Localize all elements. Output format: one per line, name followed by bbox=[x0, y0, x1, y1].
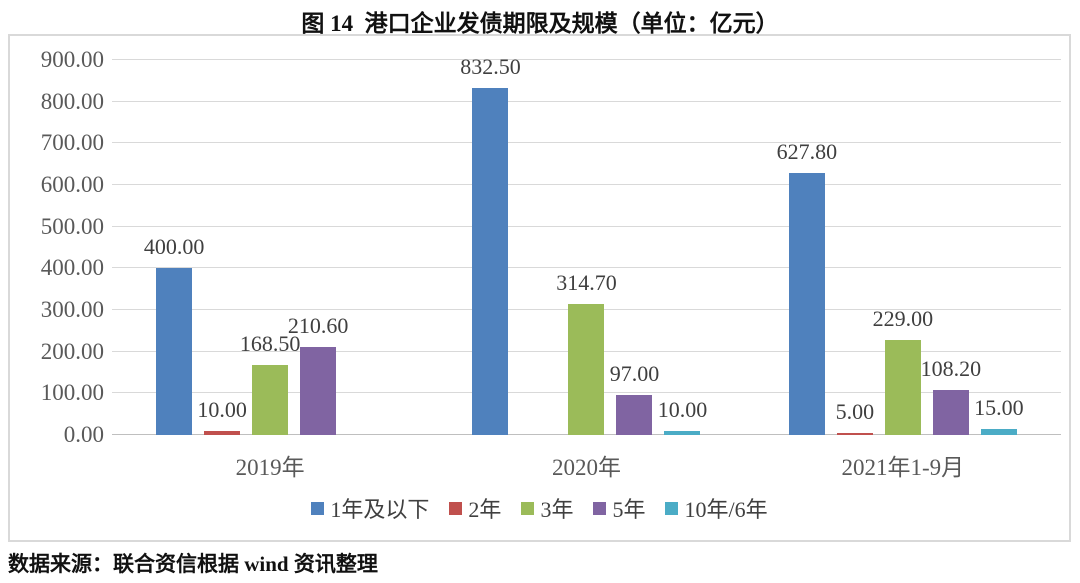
bar: 108.20 bbox=[921, 356, 981, 435]
bar-value-label: 5.00 bbox=[835, 398, 875, 424]
x-axis-category-label: 2019年 bbox=[235, 455, 305, 480]
bar-value-label: 400.00 bbox=[143, 234, 205, 260]
bar: 10.00 bbox=[658, 397, 707, 435]
y-axis-tick-label: 300.00 bbox=[40, 297, 104, 322]
bar-slot: 627.80 bbox=[777, 60, 837, 435]
bar-slot: 832.50 bbox=[460, 54, 521, 435]
bar-slot: 5.00 bbox=[836, 60, 874, 435]
bar: 5.00 bbox=[836, 399, 874, 435]
bar-value-label: 229.00 bbox=[872, 305, 934, 331]
bar-group: 627.80 5.00 229.00 108.20 15.00 bbox=[745, 60, 1061, 435]
bar-value-label: 314.70 bbox=[556, 269, 617, 295]
bar: 97.00 bbox=[610, 361, 659, 435]
y-axis-tick-label: 900.00 bbox=[40, 47, 104, 72]
bar-group: 832.50 314.70 97.00 10.00 bbox=[428, 54, 744, 435]
bar-slot: 168.50 bbox=[240, 60, 300, 435]
bar-value-label: 832.50 bbox=[460, 54, 521, 80]
legend-swatch bbox=[449, 501, 463, 515]
bar: 400.00 bbox=[144, 234, 204, 435]
bar-value-label: 210.60 bbox=[287, 313, 349, 339]
legend-swatch bbox=[665, 501, 679, 515]
chart-title: 图 14 港口企业发债期限及规模（单位：亿元） bbox=[301, 11, 779, 36]
bar-slot: 10.00 bbox=[197, 60, 247, 435]
legend-swatch bbox=[311, 501, 325, 515]
legend-item: 10年/6年 bbox=[665, 492, 768, 524]
y-axis-tick-label: 400.00 bbox=[40, 255, 104, 281]
bar-slot: 15.00 bbox=[974, 60, 1024, 435]
x-axis-category-label: 2020年 bbox=[552, 455, 621, 480]
legend-item: 2年 bbox=[449, 492, 501, 524]
bar-slot bbox=[520, 60, 556, 435]
bar-value-label: 627.80 bbox=[776, 139, 838, 165]
y-axis-tick-label: 200.00 bbox=[40, 338, 104, 364]
y-axis-tick-label: 100.00 bbox=[40, 380, 104, 406]
bar-groups: 400.00 10.00 168.50 210.60 832.50 314.70 97.00… bbox=[112, 54, 1061, 435]
gridline bbox=[112, 225, 1061, 227]
y-axis-tick-label: 700.00 bbox=[40, 130, 104, 156]
bar-slot: 400.00 bbox=[144, 60, 204, 435]
bar: 168.50 bbox=[240, 331, 300, 435]
bar-value-label: 168.50 bbox=[239, 330, 301, 356]
y-axis: 0.00 100.00 200.00 300.00 400.00 500.00 600.00… bbox=[10, 36, 104, 540]
y-axis-tick-label: 0.00 bbox=[63, 422, 104, 447]
bar-slot: 10.00 bbox=[658, 60, 707, 435]
plot-area: 400.00 10.00 168.50 210.60 832.50 314.70 97.00… bbox=[112, 54, 1061, 435]
bar-value-label: 97.00 bbox=[609, 360, 660, 386]
legend-item: 1年及以下 bbox=[311, 492, 429, 524]
bar: 314.70 bbox=[556, 270, 617, 435]
bar: 627.80 bbox=[777, 139, 837, 435]
legend-item: 5年 bbox=[593, 492, 645, 524]
legend-swatch bbox=[593, 501, 607, 515]
bar: 832.50 bbox=[460, 54, 521, 435]
gridline bbox=[112, 142, 1061, 144]
bar-value-label: 108.20 bbox=[920, 355, 982, 381]
y-axis-tick-label: 800.00 bbox=[40, 88, 104, 114]
x-axis-category-label: 2021年1-9月 bbox=[841, 455, 965, 480]
bar-slot: 210.60 bbox=[288, 60, 348, 435]
source-note: 数据来源：联合资信根据 wind 资讯整理 bbox=[8, 552, 378, 576]
gridline bbox=[112, 267, 1061, 269]
gridline bbox=[112, 100, 1061, 102]
y-axis-tick-label: 600.00 bbox=[40, 172, 104, 197]
legend-label: 2年 bbox=[468, 497, 502, 522]
bar: 15.00 bbox=[974, 395, 1024, 435]
legend-label: 1年及以下 bbox=[330, 497, 430, 522]
legend-swatch bbox=[521, 501, 535, 515]
legend-label: 5年 bbox=[612, 497, 646, 522]
bar-slot: 229.00 bbox=[873, 60, 933, 435]
bar-slot: 314.70 bbox=[556, 60, 617, 435]
bar: 210.60 bbox=[288, 313, 348, 435]
bar-slot: 108.20 bbox=[921, 60, 981, 435]
bar-value-label: 15.00 bbox=[974, 394, 1024, 420]
y-axis-tick-label: 500.00 bbox=[40, 213, 104, 239]
legend-label: 3年 bbox=[540, 497, 574, 522]
legend: 1年及以下 2年 3年 5年 10年/6年 bbox=[10, 492, 1069, 524]
bar: 10.00 bbox=[197, 397, 247, 435]
bar-value-label: 10.00 bbox=[197, 396, 247, 422]
bar-slot bbox=[348, 60, 384, 435]
chart-area: 0.00 100.00 200.00 300.00 400.00 500.00 600.00… bbox=[8, 34, 1071, 542]
gridline bbox=[112, 59, 1061, 60]
legend-label: 10年/6年 bbox=[684, 497, 768, 522]
bar-group: 400.00 10.00 168.50 210.60 bbox=[112, 60, 428, 435]
bar-value-label: 10.00 bbox=[657, 396, 708, 422]
bar-slot: 97.00 bbox=[610, 60, 659, 435]
bar: 229.00 bbox=[873, 306, 933, 435]
gridline bbox=[112, 184, 1061, 185]
legend-item: 3年 bbox=[521, 492, 573, 524]
